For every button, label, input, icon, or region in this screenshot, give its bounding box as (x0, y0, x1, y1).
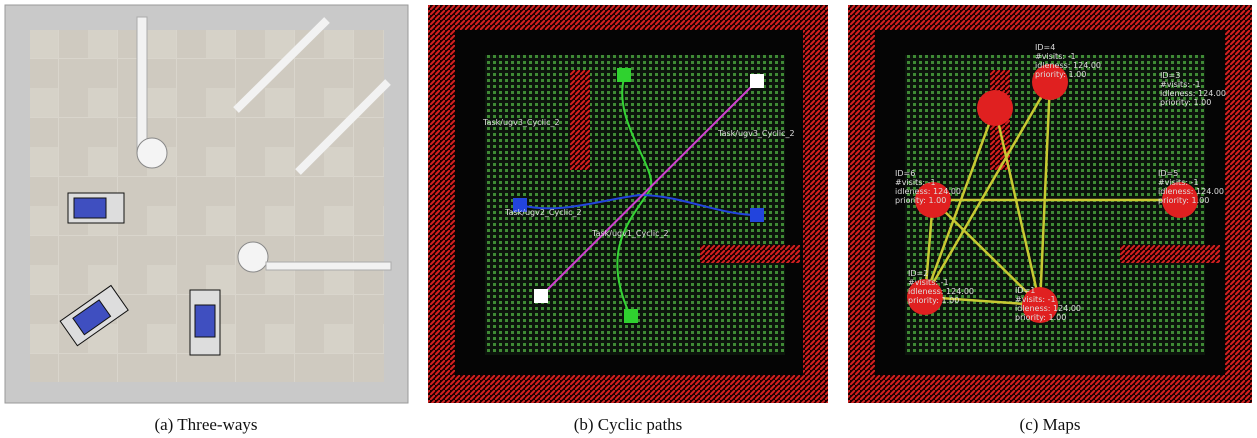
node-label: idleness: 124.00 (1160, 89, 1226, 98)
node-label: ID=6 (895, 169, 915, 178)
node-label: #visits: -1 (908, 278, 949, 287)
node-label: priority: 1.00 (895, 196, 946, 205)
node-label: idleness: 124.00 (1158, 187, 1224, 196)
node-label: #visits: -1 (1158, 178, 1199, 187)
node-label: ID=4 (1035, 43, 1055, 52)
caption: (c) Maps (1020, 415, 1081, 434)
node-label: priority: 1.00 (1015, 313, 1066, 322)
node-label: ID=3 (1160, 71, 1180, 80)
node-label: #visits: -1 (895, 178, 936, 187)
node-label: ID=1 (1015, 286, 1035, 295)
node-label: idleness: 124.00 (1015, 304, 1081, 313)
panel-a (4, 4, 409, 404)
node-label: idleness: 124.00 (895, 187, 961, 196)
node-label: #visits: -1 (1160, 80, 1201, 89)
path-label: Task/ugv3_Cyclic_2 (482, 118, 560, 127)
path-label: Task/ugv1_Cyclic_2 (591, 229, 669, 238)
node-label: idleness: 124.00 (908, 287, 974, 296)
node-label: #visits: -1 (1015, 295, 1056, 304)
path-label: Task/ugv3_Cyclic_2 (717, 129, 795, 138)
caption: (b) Cyclic paths (574, 415, 683, 434)
path-label: Task/ugv2_Cyclic_2 (504, 208, 582, 217)
panel-b (428, 5, 828, 403)
panel-c (848, 5, 1252, 403)
node-label: #visits: -1 (1035, 52, 1076, 61)
node-label: ID=5 (1158, 169, 1178, 178)
node-label: priority: 1.00 (1035, 70, 1086, 79)
node-label: priority: 1.00 (1158, 196, 1209, 205)
node-label: priority: 1.00 (1160, 98, 1211, 107)
node-label: priority: 1.00 (908, 296, 959, 305)
node-label: ID=2 (908, 269, 928, 278)
node-label: idleness: 124.00 (1035, 61, 1101, 70)
caption: (a) Three-ways (154, 415, 257, 434)
